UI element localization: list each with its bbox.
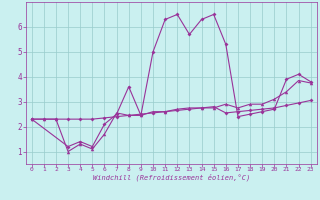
X-axis label: Windchill (Refroidissement éolien,°C): Windchill (Refroidissement éolien,°C) xyxy=(92,174,250,181)
